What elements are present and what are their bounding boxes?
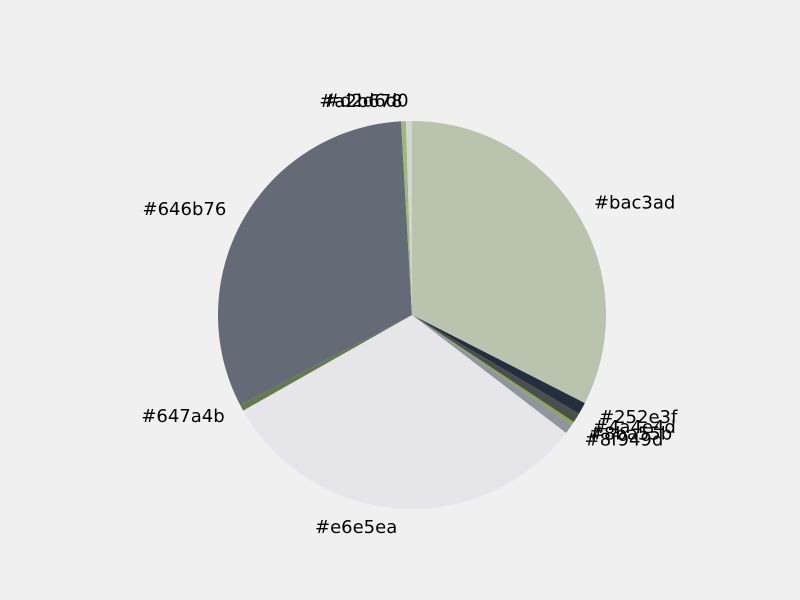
pie-slice-label: #8ba55b xyxy=(589,423,672,444)
pie-slice xyxy=(412,315,574,426)
pie-slice xyxy=(412,315,572,433)
pie-slice-label: #a2b678 xyxy=(319,91,402,112)
pie-slice xyxy=(243,315,567,509)
pie-slice-label: #d2d6d0 xyxy=(325,91,409,112)
pie-slice xyxy=(217,121,412,406)
pie-slice xyxy=(412,315,579,423)
pie-slice-label: #e6e5ea xyxy=(315,517,397,538)
pie-slice xyxy=(240,315,412,411)
pie-labels: #bac3ad #252e3f#4a4e4d#8ba55b#8f949d #e6e5… xyxy=(141,91,678,538)
pie-slice-label: #252e3f xyxy=(599,407,678,428)
pie-slice-label: #646b76 xyxy=(143,199,227,220)
pie-slice xyxy=(412,121,606,404)
pie-slice xyxy=(401,121,412,315)
pie-slices xyxy=(217,121,606,509)
pie-slice-label: #bac3ad xyxy=(594,192,675,213)
pie-slice-label: #647a4b xyxy=(141,406,224,427)
pie-slice-label: #8f949d xyxy=(585,429,664,450)
pie-slice xyxy=(405,121,412,315)
pie-slice xyxy=(412,315,585,414)
pie-slice-label: #4a4e4d xyxy=(593,417,676,438)
